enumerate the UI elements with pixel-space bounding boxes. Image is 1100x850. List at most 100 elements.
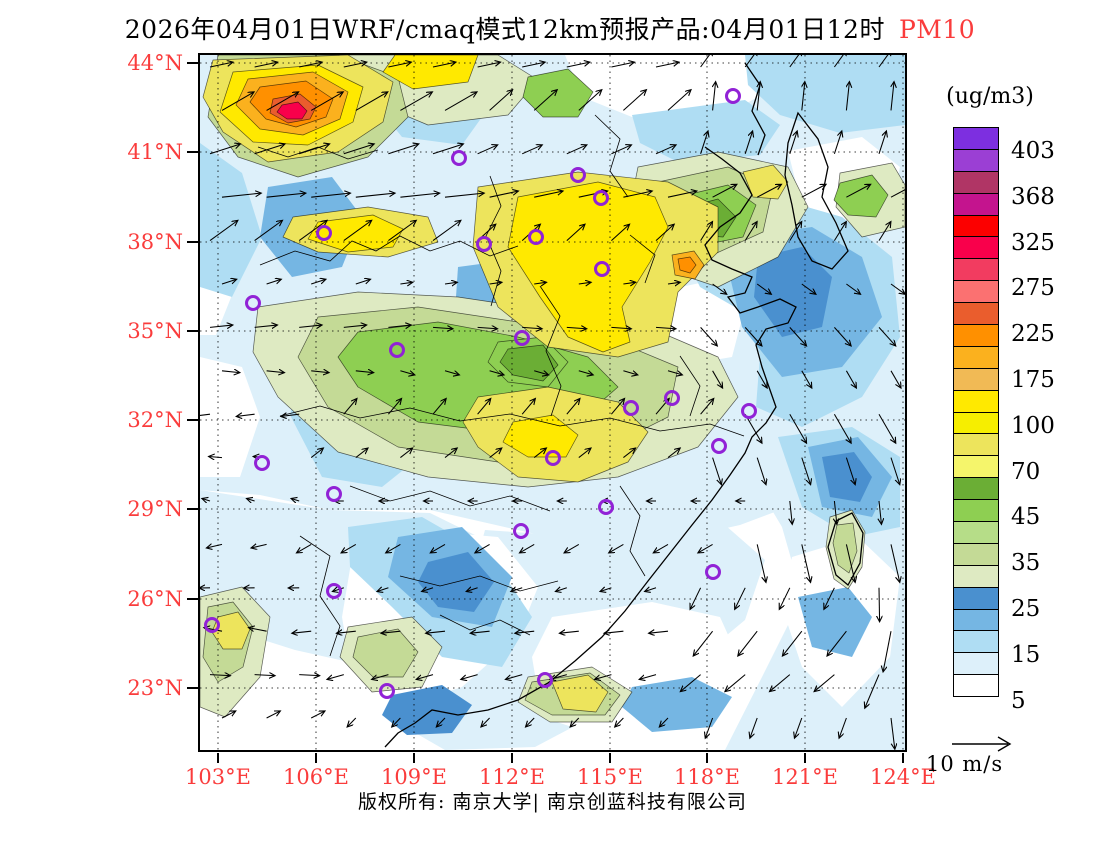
legend-swatch — [953, 542, 999, 566]
wind-arrow — [254, 675, 275, 676]
lat-label: 38°N — [127, 230, 183, 254]
fill-region — [200, 357, 260, 477]
wind-arrow — [846, 82, 849, 111]
legend-swatch — [953, 521, 999, 544]
lon-tick — [413, 753, 415, 763]
lon-tick — [511, 753, 513, 763]
station-marker — [594, 261, 610, 277]
lon-label: 124°E — [870, 765, 936, 789]
wind-arrow — [337, 631, 356, 633]
legend-swatch — [953, 674, 999, 698]
lon-label: 109°E — [381, 765, 447, 789]
wind-arrow — [392, 717, 401, 727]
wind-arrow — [343, 399, 357, 415]
wind-arrow — [705, 717, 714, 738]
legend-value: 100 — [1011, 412, 1055, 439]
wind-arrow — [437, 717, 446, 727]
fill-region — [798, 587, 872, 657]
wind-arrow — [655, 327, 675, 328]
wind-arrow — [467, 588, 478, 592]
fill-region — [622, 677, 732, 732]
wind-arrow — [802, 82, 805, 111]
wind-arrow — [221, 279, 236, 285]
province-border — [539, 285, 562, 417]
legend-swatch — [953, 324, 999, 347]
wind-arrow — [801, 283, 816, 294]
legend-value: 25 — [1011, 595, 1041, 622]
wind-arrow — [299, 325, 321, 327]
wind-arrow — [209, 144, 240, 155]
wind-arrow — [833, 413, 851, 443]
lat-label: 44°N — [127, 51, 183, 75]
wind-arrow — [489, 191, 518, 198]
legend-swatch — [953, 214, 999, 238]
wind-arrow — [712, 283, 727, 294]
legend-value: 325 — [1011, 229, 1055, 256]
wind-arrow — [833, 55, 846, 68]
wind-arrow — [839, 717, 847, 738]
station-marker — [623, 400, 639, 416]
legend-swatch — [953, 280, 999, 304]
wind-arrow — [343, 325, 366, 327]
wind-arrow — [534, 370, 548, 375]
wind-arrow — [712, 370, 723, 388]
wind-arrow — [698, 543, 713, 552]
wind-arrow — [789, 55, 802, 68]
station-marker — [326, 583, 342, 599]
wind-arrow — [477, 399, 491, 415]
fill-region — [677, 256, 697, 274]
wind-arrow — [623, 191, 651, 198]
fill-region — [822, 452, 872, 502]
wind-arrow — [511, 588, 523, 592]
province-border — [594, 114, 629, 198]
province-border — [279, 405, 745, 437]
wind-arrow — [790, 500, 792, 524]
lon-tick — [609, 753, 611, 763]
wind-arrow — [744, 131, 752, 154]
wind-arrow — [834, 500, 836, 524]
wind-arrow — [400, 282, 412, 284]
lat-label: 29°N — [127, 497, 183, 521]
legend-swatch — [953, 652, 999, 676]
wind-arrow — [209, 62, 232, 68]
wind-arrow — [477, 327, 497, 328]
wind-arrow — [890, 457, 900, 485]
legend-swatch — [953, 499, 999, 523]
station-marker — [389, 342, 405, 358]
province-border — [257, 146, 379, 160]
wind-arrow — [789, 413, 807, 443]
wind-arrow — [890, 370, 901, 388]
wind-arrow — [890, 544, 900, 582]
wind-arrow — [526, 717, 535, 727]
wind-arrow — [560, 631, 579, 633]
wind-arrow — [801, 544, 811, 582]
wind-arrow — [298, 221, 327, 242]
wind-arrow — [789, 131, 797, 154]
wind-arrow — [756, 544, 766, 582]
legend-swatch — [953, 258, 999, 282]
wind-arrow — [422, 588, 434, 592]
wind-arrow — [515, 631, 535, 633]
title-text: 2026年04月01日WRF/cmaq模式12km预报产品:04月01日12时 — [124, 15, 885, 44]
legend-swatch — [953, 302, 999, 326]
legend-swatch — [953, 477, 999, 501]
lat-tick — [187, 241, 198, 243]
wind-arrow — [566, 62, 589, 68]
station-marker — [245, 295, 261, 311]
wind-arrow — [566, 399, 580, 415]
wind-arrow — [845, 544, 855, 582]
station-marker — [711, 438, 727, 454]
wind-arrow — [667, 370, 682, 375]
wind-arrow — [654, 543, 669, 552]
wind-arrow — [690, 587, 702, 609]
lon-label: 103°E — [185, 765, 251, 789]
wind-arrow — [506, 674, 523, 680]
wind-arrow — [489, 370, 504, 375]
wind-arrow — [281, 414, 300, 416]
wind-arrow — [299, 144, 329, 155]
wind-scale: 10 m/s — [926, 734, 1046, 776]
wind-arrow — [578, 282, 591, 284]
wind-arrow — [750, 717, 758, 738]
coastline — [827, 512, 864, 587]
legend-value: 15 — [1011, 641, 1041, 668]
